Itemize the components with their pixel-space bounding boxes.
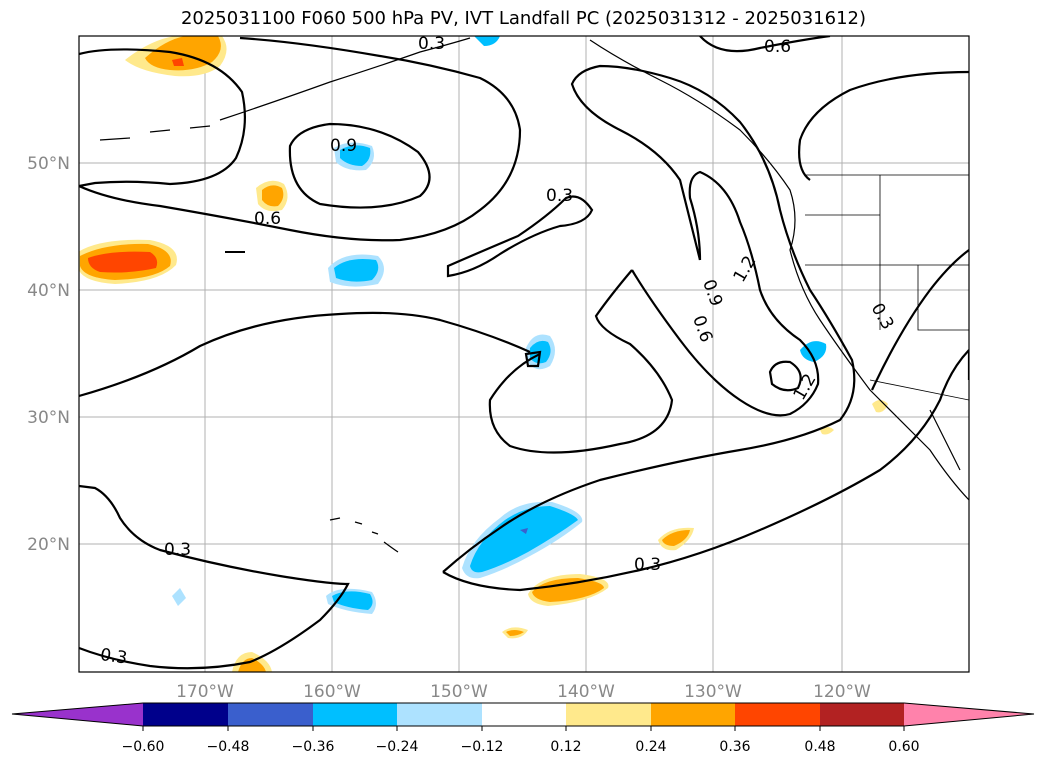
hawaii-islands	[329, 517, 399, 553]
contour-line	[79, 48, 246, 188]
aleutian-coast	[219, 37, 471, 121]
lat-label: 40°N	[27, 281, 70, 301]
colorbar-tick-label: −0.12	[461, 739, 504, 755]
lat-label: 30°N	[27, 408, 70, 428]
contour-line	[871, 249, 969, 391]
contour-line	[288, 122, 431, 209]
pv-positive-patch	[88, 251, 158, 273]
colorbar-extend-high	[904, 703, 1034, 726]
colorbar-segment	[397, 703, 482, 726]
contour-label: 0.3	[634, 555, 661, 575]
contour-line	[442, 64, 856, 573]
pv-negative-patch	[172, 588, 186, 606]
contour-line	[79, 484, 350, 670]
colorbar-tick-label: 0.12	[550, 739, 581, 755]
colorbar-segment	[566, 703, 651, 726]
contour-label: 0.3	[164, 540, 191, 560]
pv-negative-patch	[474, 36, 500, 46]
lon-label: 150°W	[430, 682, 488, 702]
colorbar-segment	[313, 703, 397, 726]
colorbar-tick-label: 0.48	[804, 739, 835, 755]
contour-label: 0.9	[330, 136, 357, 156]
colorbar-segment	[143, 703, 228, 726]
colorbar-tick-label: 0.60	[888, 739, 919, 755]
contour-line	[446, 195, 594, 278]
contour-line	[798, 70, 969, 181]
colorbar-tick-label: −0.24	[376, 739, 419, 755]
pv-positive-patch	[532, 578, 604, 602]
map-frame	[78, 35, 970, 673]
colorbar-segment	[228, 703, 313, 726]
pv-positive-patch	[172, 58, 184, 66]
pv-positive-patch	[238, 658, 266, 672]
aleutian-islands	[99, 125, 211, 141]
contour-label: 0.3	[418, 34, 445, 54]
contour-line	[442, 349, 969, 592]
colorbar-tick-label: 0.36	[719, 739, 750, 755]
colorbar-segment	[482, 703, 566, 726]
lon-label: 130°W	[684, 682, 742, 702]
contour-label: 0.3	[99, 645, 129, 669]
lon-label: 120°W	[813, 682, 871, 702]
colorbar-tick-label: −0.36	[292, 739, 335, 755]
map-content: 0.3 0.6 0.9 0.6 0.3 0.9 0.6 1.2 1.2 0.3 …	[79, 34, 969, 672]
lon-label: 170°W	[176, 682, 234, 702]
north-america-coast	[589, 39, 969, 501]
lat-label: 20°N	[27, 535, 70, 555]
pv-negative-patch	[334, 259, 379, 282]
contours	[79, 36, 969, 670]
lon-label: 140°W	[557, 682, 615, 702]
contour-line	[631, 170, 820, 417]
map-title: 2025031100 F060 500 hPa PV, IVT Landfall…	[180, 8, 867, 29]
pv-positive-patch	[662, 530, 690, 546]
contour-line	[699, 36, 831, 53]
state-borders	[805, 174, 969, 331]
coastlines	[99, 37, 969, 553]
pv-positive-patch	[872, 400, 888, 413]
colorbar-segment	[820, 703, 904, 726]
lon-label: 160°W	[303, 682, 361, 702]
pv-positive-patch	[262, 185, 284, 207]
baja-coast	[929, 409, 961, 471]
pv-fill-patches	[79, 36, 888, 672]
pv-negative-patch	[340, 145, 371, 166]
contour-label: 0.3	[546, 186, 573, 206]
contour-line	[79, 36, 522, 242]
colorbar-segment	[735, 703, 820, 726]
colorbar-tick-label: −0.48	[207, 739, 250, 755]
mexico-border	[869, 379, 969, 401]
colorbar-tick-label: −0.60	[122, 739, 165, 755]
pv-negative-patch	[520, 528, 528, 534]
contour-label: 0.6	[254, 209, 281, 229]
pv-negative-patch	[470, 506, 578, 573]
latitude-labels: 50°N 40°N 30°N 20°N	[27, 154, 70, 555]
contour-line	[79, 311, 531, 398]
colorbar: −0.60 −0.48 −0.36 −0.24 −0.12 0.12 0.24 …	[11, 702, 1035, 755]
colorbar-segment	[651, 703, 735, 726]
colorbar-tickmarks	[142, 726, 905, 731]
colorbar-extend-low	[12, 703, 143, 726]
colorbar-tick-label: 0.24	[635, 739, 666, 755]
longitude-labels: 170°W 160°W 150°W 140°W 130°W 120°W	[176, 682, 871, 702]
pv-positive-patch	[820, 427, 834, 435]
pv-negative-patch	[332, 591, 373, 610]
pv-positive-patch	[506, 630, 524, 636]
lat-label: 50°N	[27, 154, 70, 174]
map-background	[79, 36, 969, 672]
contour-line	[768, 360, 802, 392]
contour-line	[488, 269, 674, 454]
contour-label: 0.6	[764, 37, 791, 57]
